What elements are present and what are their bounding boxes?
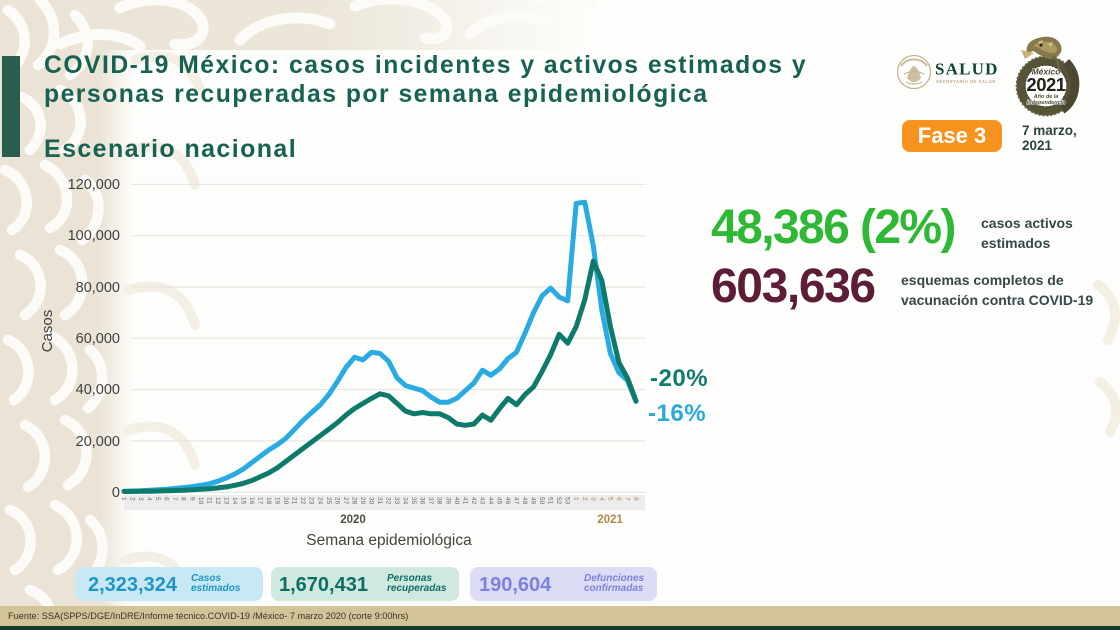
svg-text:24: 24 xyxy=(316,497,323,505)
svg-text:3: 3 xyxy=(589,497,596,501)
svg-text:18: 18 xyxy=(265,497,272,505)
svg-text:80,000: 80,000 xyxy=(76,280,120,296)
svg-text:42: 42 xyxy=(470,497,477,505)
svg-text:44: 44 xyxy=(487,497,494,505)
svg-text:33: 33 xyxy=(393,497,400,505)
svg-text:15: 15 xyxy=(240,497,247,505)
svg-text:1: 1 xyxy=(572,497,579,501)
svg-text:SALUD: SALUD xyxy=(935,59,999,78)
svg-text:6: 6 xyxy=(615,497,622,501)
svg-text:SECRETARÍA DE SALUD: SECRETARÍA DE SALUD xyxy=(936,79,996,84)
svg-text:39: 39 xyxy=(444,497,451,505)
svg-text:0: 0 xyxy=(112,485,120,501)
svg-text:Independencia: Independencia xyxy=(1027,100,1066,106)
svg-text:13: 13 xyxy=(222,497,229,505)
svg-text:4: 4 xyxy=(146,497,153,501)
svg-text:1: 1 xyxy=(120,497,127,501)
svg-text:12: 12 xyxy=(214,497,221,505)
svg-text:Semana epidemiológica: Semana epidemiológica xyxy=(306,532,472,549)
svg-text:50: 50 xyxy=(538,497,545,505)
svg-text:35: 35 xyxy=(410,497,417,505)
svg-text:51: 51 xyxy=(547,497,554,505)
svg-text:30: 30 xyxy=(368,497,375,505)
svg-text:47: 47 xyxy=(513,497,520,505)
svg-text:6: 6 xyxy=(163,497,170,501)
svg-text:Casos: Casos xyxy=(39,310,56,353)
svg-text:45: 45 xyxy=(496,497,503,505)
svg-text:43: 43 xyxy=(478,497,485,505)
svg-text:40,000: 40,000 xyxy=(76,382,120,398)
svg-text:60,000: 60,000 xyxy=(76,331,120,347)
svg-text:14: 14 xyxy=(231,497,238,505)
svg-text:8: 8 xyxy=(632,497,639,501)
svg-text:36: 36 xyxy=(419,497,426,505)
svg-text:20: 20 xyxy=(282,497,289,505)
svg-text:28: 28 xyxy=(350,497,357,505)
svg-text:29: 29 xyxy=(359,497,366,505)
svg-text:8: 8 xyxy=(180,497,187,501)
svg-text:41: 41 xyxy=(461,497,468,505)
svg-text:5: 5 xyxy=(606,497,613,501)
svg-text:31: 31 xyxy=(376,497,383,505)
svg-text:21: 21 xyxy=(291,497,298,505)
svg-text:100,000: 100,000 xyxy=(68,228,120,244)
svg-text:2: 2 xyxy=(581,497,588,501)
svg-text:11: 11 xyxy=(205,497,212,504)
svg-text:3: 3 xyxy=(137,497,144,501)
svg-text:2: 2 xyxy=(129,497,136,501)
svg-text:10: 10 xyxy=(197,497,204,505)
svg-text:16: 16 xyxy=(248,497,255,505)
svg-text:34: 34 xyxy=(402,497,409,505)
svg-text:49: 49 xyxy=(530,497,537,505)
svg-text:53: 53 xyxy=(564,497,571,505)
svg-text:2021: 2021 xyxy=(1026,74,1065,95)
svg-text:26: 26 xyxy=(333,497,340,505)
svg-text:25: 25 xyxy=(325,497,332,505)
svg-text:52: 52 xyxy=(555,497,562,505)
svg-text:46: 46 xyxy=(504,497,511,505)
svg-text:120,000: 120,000 xyxy=(68,177,120,193)
svg-text:40: 40 xyxy=(453,497,460,505)
svg-text:38: 38 xyxy=(436,497,443,505)
svg-text:23: 23 xyxy=(308,497,315,505)
svg-text:México: México xyxy=(1032,67,1061,77)
svg-text:22: 22 xyxy=(299,497,306,505)
svg-text:20,000: 20,000 xyxy=(76,434,120,450)
svg-text:48: 48 xyxy=(521,497,528,505)
svg-text:Año de la: Año de la xyxy=(1033,94,1059,100)
svg-text:7: 7 xyxy=(623,497,630,501)
svg-text:32: 32 xyxy=(385,497,392,505)
svg-text:5: 5 xyxy=(154,497,161,501)
svg-text:27: 27 xyxy=(342,497,349,505)
svg-text:2020: 2020 xyxy=(340,514,366,526)
svg-text:17: 17 xyxy=(257,497,264,505)
svg-text:2021: 2021 xyxy=(597,514,623,526)
svg-text:9: 9 xyxy=(188,497,195,501)
svg-text:37: 37 xyxy=(427,497,434,505)
svg-text:4: 4 xyxy=(598,497,605,501)
svg-text:7: 7 xyxy=(171,497,178,501)
svg-text:19: 19 xyxy=(274,497,281,505)
